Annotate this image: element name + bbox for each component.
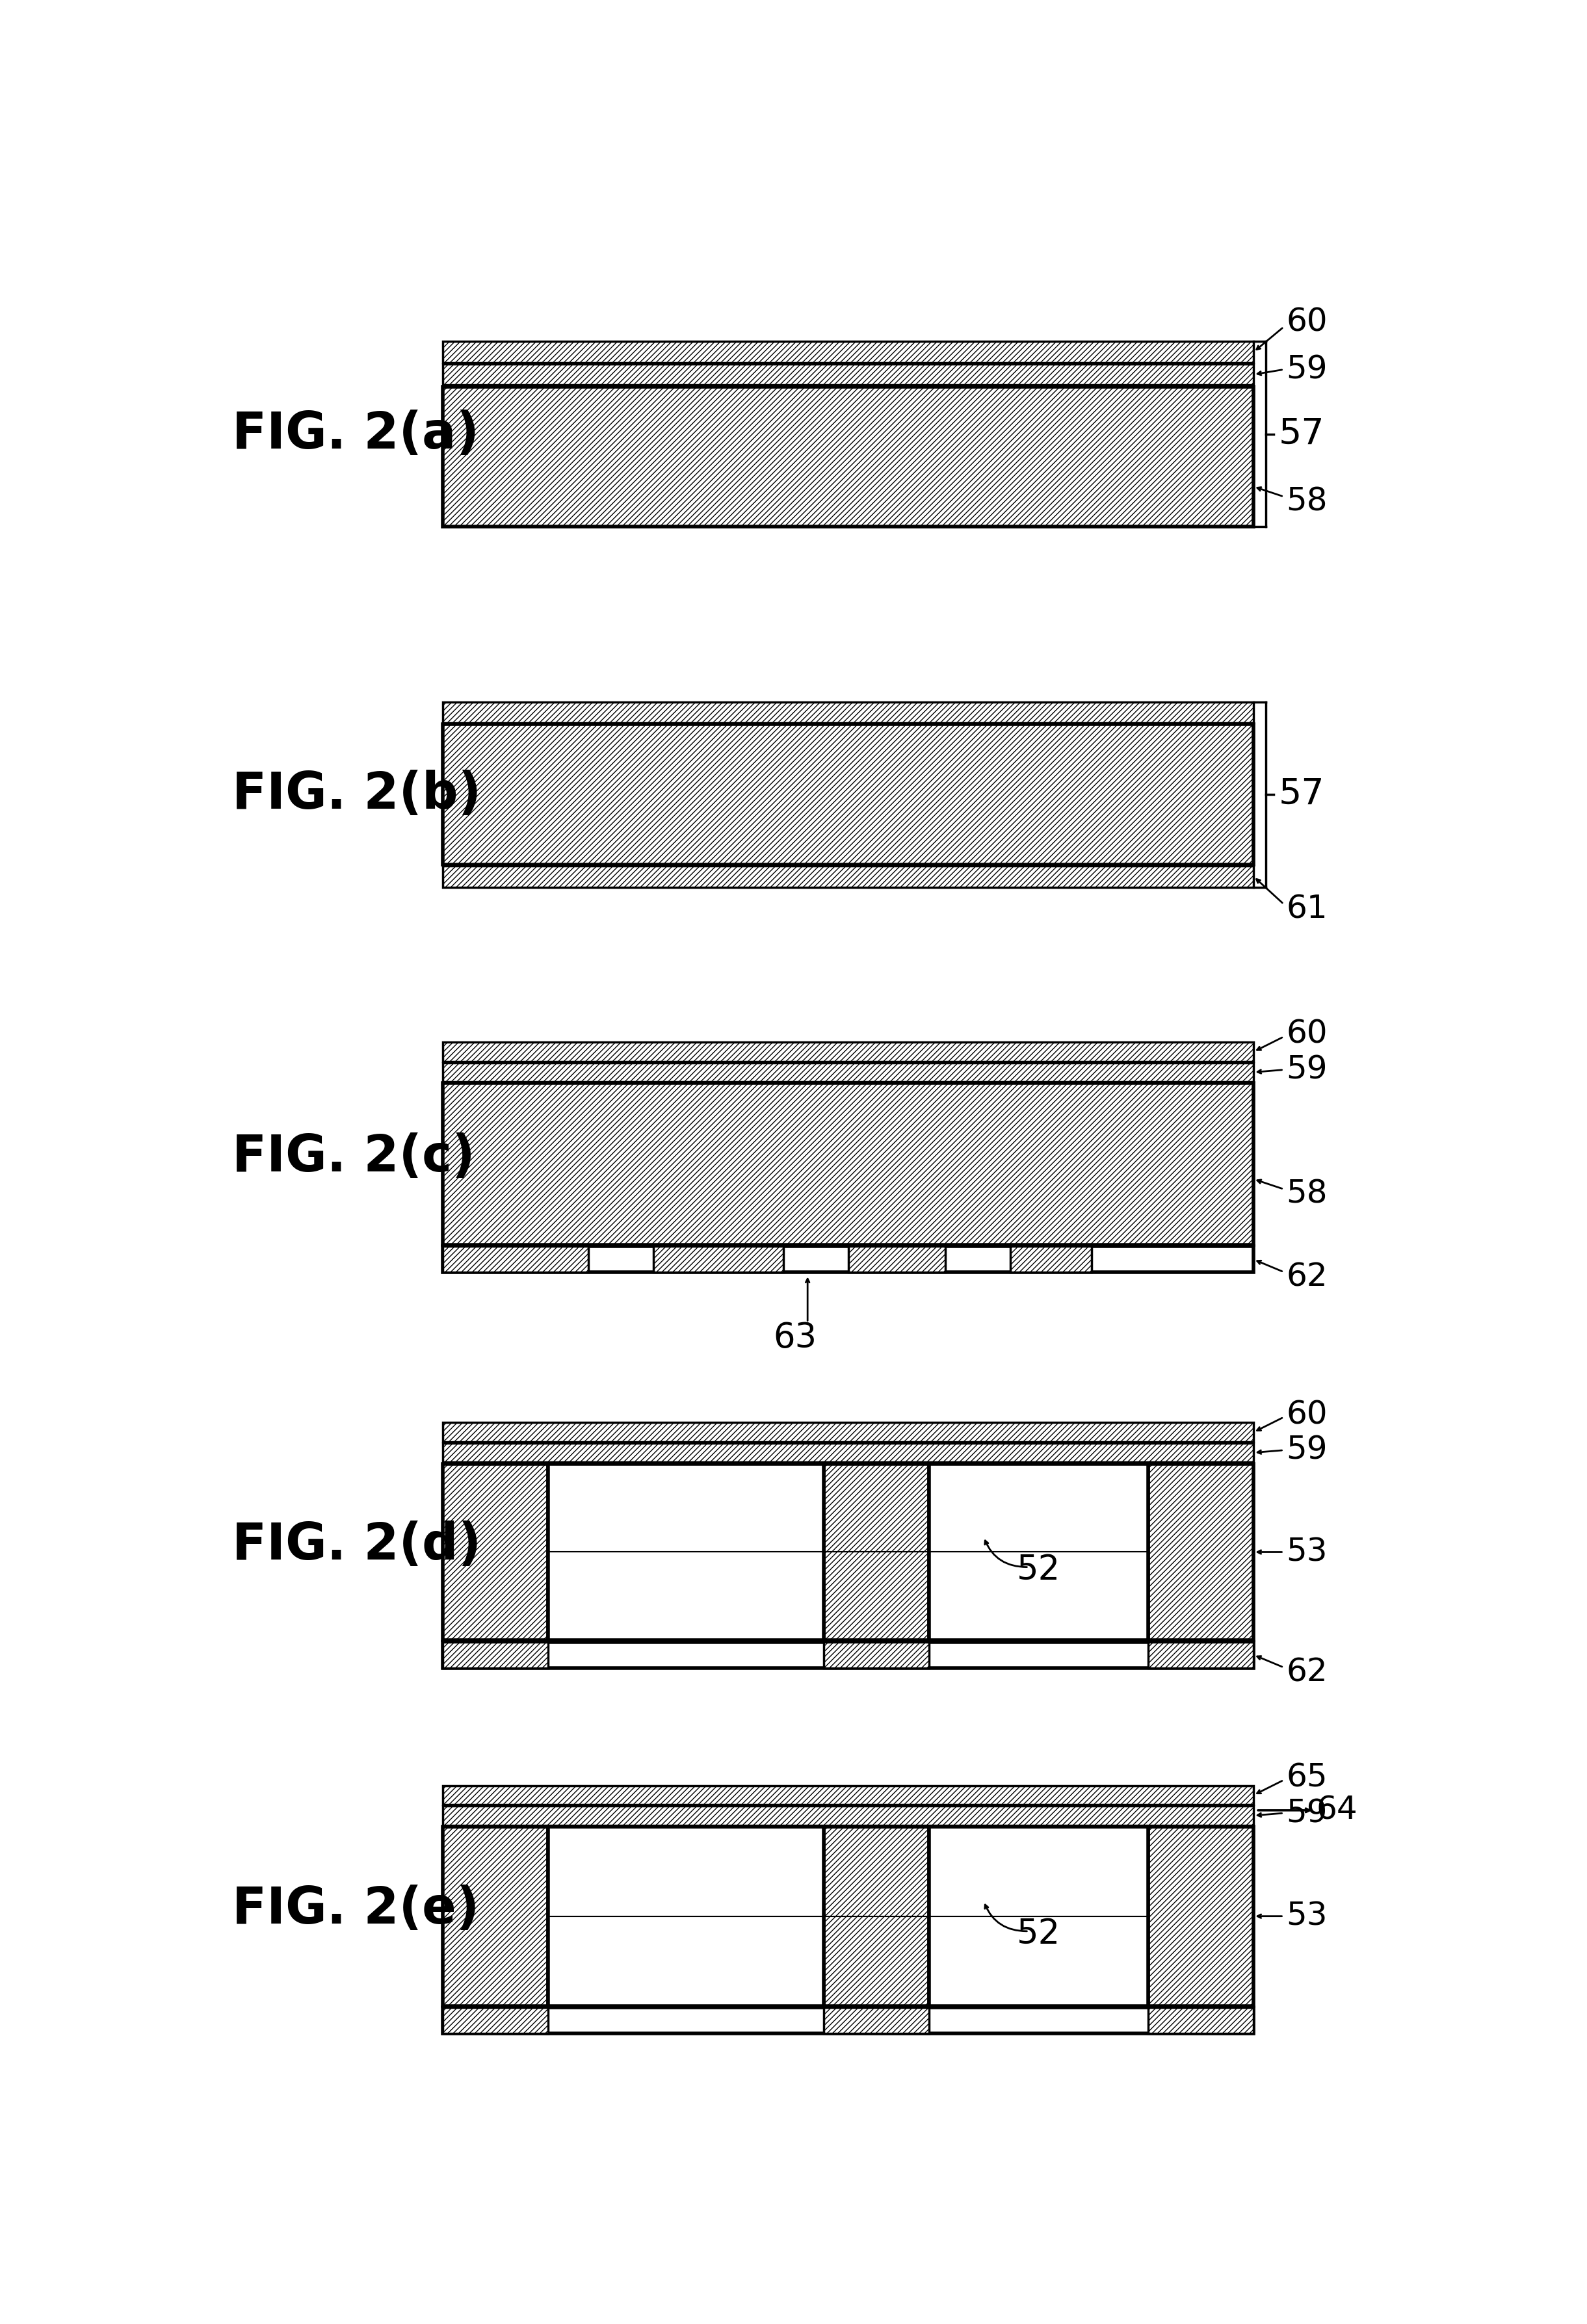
- Bar: [1149, 2008, 1254, 2034]
- Bar: [1011, 1246, 1092, 1274]
- Text: 57: 57: [1279, 776, 1325, 811]
- Text: 64: 64: [1316, 1794, 1357, 1827]
- Text: FIG. 2(b): FIG. 2(b): [232, 769, 481, 818]
- Bar: [443, 386, 1254, 528]
- Text: 58: 58: [1285, 1178, 1327, 1211]
- Bar: [443, 1246, 589, 1274]
- Bar: [548, 1827, 824, 2006]
- Bar: [824, 2008, 930, 2034]
- Text: FIG. 2(c): FIG. 2(c): [232, 1132, 475, 1183]
- Text: 59: 59: [1285, 1055, 1327, 1085]
- Bar: [824, 1827, 930, 2006]
- Text: 63: 63: [773, 1320, 817, 1355]
- Text: 60: 60: [1285, 307, 1328, 337]
- Text: FIG. 2(e): FIG. 2(e): [232, 1885, 479, 1934]
- Bar: [1149, 1464, 1254, 1641]
- Text: 52: 52: [1017, 1917, 1060, 1950]
- Bar: [443, 1785, 1254, 1803]
- Text: 59: 59: [1285, 1434, 1327, 1466]
- Bar: [443, 365, 1254, 386]
- Bar: [443, 2008, 1254, 2034]
- Text: 57: 57: [1279, 416, 1325, 451]
- Bar: [1149, 1641, 1254, 1669]
- Bar: [443, 867, 1254, 888]
- Bar: [443, 1806, 1254, 1824]
- Bar: [443, 1083, 1254, 1246]
- Text: 53: 53: [1285, 1536, 1327, 1569]
- Text: 58: 58: [1285, 486, 1327, 518]
- Text: 53: 53: [1285, 1901, 1327, 1931]
- Bar: [443, 1422, 1254, 1441]
- Text: 65: 65: [1285, 1762, 1328, 1794]
- Bar: [443, 1062, 1254, 1081]
- Text: 52: 52: [1017, 1552, 1060, 1587]
- Bar: [443, 1443, 1254, 1462]
- Text: 59: 59: [1285, 1796, 1327, 1829]
- Bar: [1149, 1827, 1254, 2006]
- Bar: [443, 702, 1254, 723]
- Text: 60: 60: [1285, 1399, 1328, 1429]
- Bar: [443, 1246, 1254, 1274]
- Bar: [443, 1641, 548, 1669]
- Bar: [443, 725, 1254, 865]
- Text: FIG. 2(a): FIG. 2(a): [232, 409, 479, 458]
- Text: 62: 62: [1285, 1657, 1328, 1687]
- Text: 60: 60: [1285, 1018, 1328, 1050]
- Text: 61: 61: [1285, 892, 1328, 925]
- Bar: [930, 1827, 1149, 2006]
- Bar: [443, 1641, 1254, 1669]
- Text: 59: 59: [1285, 353, 1327, 386]
- Bar: [548, 1464, 824, 1641]
- Bar: [847, 1246, 946, 1274]
- Bar: [824, 1641, 930, 1669]
- Bar: [443, 342, 1254, 363]
- Bar: [654, 1246, 784, 1274]
- Bar: [443, 1827, 548, 2006]
- Bar: [824, 1464, 930, 1641]
- Bar: [443, 2008, 548, 2034]
- Bar: [443, 1464, 548, 1641]
- Text: FIG. 2(d): FIG. 2(d): [232, 1520, 481, 1571]
- Text: 62: 62: [1285, 1262, 1328, 1292]
- Bar: [930, 1464, 1149, 1641]
- Bar: [443, 1041, 1254, 1062]
